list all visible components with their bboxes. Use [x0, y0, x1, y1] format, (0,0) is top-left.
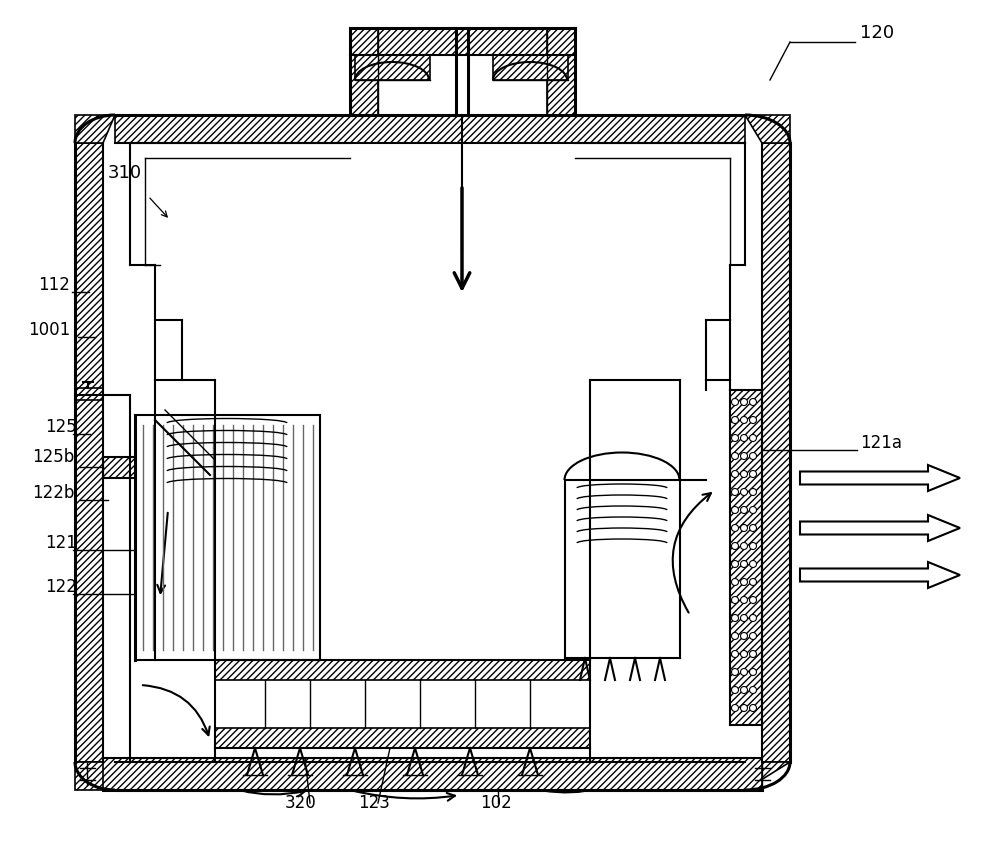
Text: 310: 310 [108, 164, 142, 182]
Circle shape [750, 561, 757, 567]
Circle shape [732, 668, 738, 676]
Polygon shape [745, 115, 790, 143]
Circle shape [740, 651, 748, 658]
Text: 112: 112 [38, 276, 70, 294]
Circle shape [750, 470, 757, 478]
Polygon shape [355, 55, 430, 80]
Polygon shape [115, 762, 745, 790]
Circle shape [750, 704, 757, 711]
Text: 121: 121 [45, 534, 77, 552]
Circle shape [740, 633, 748, 640]
Circle shape [740, 488, 748, 495]
Circle shape [732, 506, 738, 513]
Circle shape [750, 399, 757, 406]
Polygon shape [215, 728, 590, 748]
Polygon shape [800, 515, 960, 541]
Polygon shape [115, 115, 745, 143]
Circle shape [732, 633, 738, 640]
Polygon shape [762, 143, 790, 762]
Circle shape [750, 524, 757, 531]
Circle shape [740, 686, 748, 693]
Circle shape [740, 453, 748, 460]
Circle shape [740, 524, 748, 531]
Circle shape [732, 453, 738, 460]
Circle shape [750, 506, 757, 513]
Circle shape [750, 579, 757, 585]
Polygon shape [730, 390, 762, 725]
Text: 123: 123 [358, 794, 390, 812]
Text: 102: 102 [480, 794, 512, 812]
Polygon shape [103, 457, 135, 478]
Circle shape [750, 417, 757, 424]
Polygon shape [75, 388, 103, 400]
Circle shape [740, 435, 748, 442]
Circle shape [732, 651, 738, 658]
Circle shape [732, 524, 738, 531]
Polygon shape [75, 762, 115, 790]
Circle shape [750, 488, 757, 495]
Circle shape [732, 435, 738, 442]
Circle shape [740, 542, 748, 549]
Circle shape [740, 399, 748, 406]
Circle shape [732, 470, 738, 478]
Polygon shape [75, 143, 103, 762]
Circle shape [732, 686, 738, 693]
Text: 1001: 1001 [28, 321, 70, 339]
Polygon shape [103, 758, 762, 790]
Circle shape [732, 542, 738, 549]
Circle shape [750, 435, 757, 442]
Circle shape [740, 597, 748, 604]
Text: 320: 320 [285, 794, 317, 812]
Text: 122b: 122b [32, 484, 74, 502]
Polygon shape [215, 660, 590, 680]
Circle shape [750, 633, 757, 640]
Circle shape [740, 704, 748, 711]
Circle shape [740, 561, 748, 567]
Text: 125b: 125b [32, 448, 74, 466]
Polygon shape [493, 55, 568, 80]
Circle shape [750, 542, 757, 549]
Circle shape [732, 417, 738, 424]
Circle shape [732, 399, 738, 406]
Circle shape [740, 417, 748, 424]
Circle shape [750, 686, 757, 693]
Polygon shape [350, 28, 378, 115]
Circle shape [750, 597, 757, 604]
Circle shape [732, 597, 738, 604]
Circle shape [740, 506, 748, 513]
Circle shape [740, 668, 748, 676]
Circle shape [750, 651, 757, 658]
Polygon shape [547, 28, 575, 115]
Circle shape [732, 488, 738, 495]
Circle shape [750, 453, 757, 460]
Circle shape [732, 704, 738, 711]
Circle shape [740, 579, 748, 585]
Circle shape [750, 615, 757, 622]
Circle shape [750, 668, 757, 676]
Circle shape [732, 615, 738, 622]
Circle shape [740, 615, 748, 622]
Polygon shape [350, 28, 575, 55]
Polygon shape [745, 762, 790, 790]
Circle shape [732, 579, 738, 585]
Polygon shape [75, 115, 115, 143]
Circle shape [732, 561, 738, 567]
Text: 122: 122 [45, 578, 77, 596]
Text: 120: 120 [860, 24, 894, 42]
Text: 121a: 121a [860, 434, 902, 452]
Polygon shape [800, 562, 960, 588]
Circle shape [740, 470, 748, 478]
Polygon shape [800, 465, 960, 491]
Text: 125: 125 [45, 418, 77, 436]
